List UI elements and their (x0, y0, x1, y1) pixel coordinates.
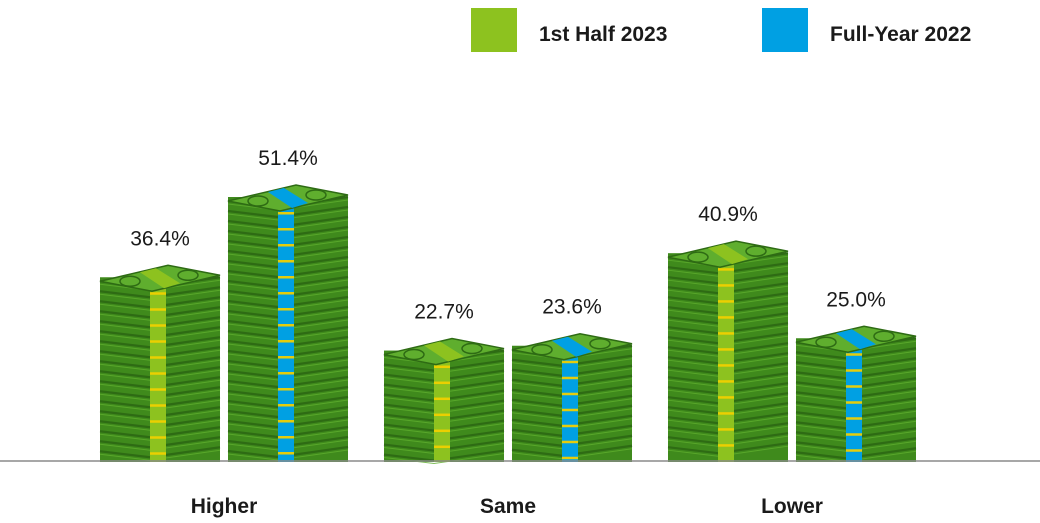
value-label-lower-full-year-2022: 25.0% (826, 288, 886, 311)
bar-lower-full-year-2022 (795, 325, 917, 462)
legend: 1st Half 2023 Full-Year 2022 (471, 8, 971, 52)
bar-higher-1st-half-2023 (99, 264, 221, 462)
value-label-same-full-year-2022: 23.6% (542, 296, 602, 319)
bar-higher-full-year-2022 (227, 184, 349, 462)
category-label-higher: Higher (191, 495, 258, 518)
value-label-lower-1st-half-2023: 40.9% (698, 203, 758, 226)
legend-item-full-year-2022: Full-Year 2022 (762, 8, 971, 52)
category-label-lower: Lower (761, 495, 823, 518)
value-labels: 36.4% 22.7% 40.9% 51.4% 23.6% 25.0% (130, 147, 886, 324)
legend-label-full-year-2022: Full-Year 2022 (830, 23, 971, 46)
value-label-same-1st-half-2023: 22.7% (414, 301, 474, 324)
bar-lower-1st-half-2023 (667, 240, 789, 462)
bar-same-1st-half-2023 (383, 337, 505, 465)
category-labels: Higher Same Lower (191, 495, 823, 518)
legend-label-1st-half-2023: 1st Half 2023 (539, 23, 667, 46)
value-label-higher-1st-half-2023: 36.4% (130, 227, 190, 250)
value-label-higher-full-year-2022: 51.4% (258, 147, 318, 170)
legend-item-1st-half-2023: 1st Half 2023 (471, 8, 667, 52)
bar-same-full-year-2022 (511, 332, 633, 462)
legend-swatch-full-year-2022 (762, 8, 808, 52)
category-label-same: Same (480, 495, 536, 518)
legend-swatch-1st-half-2023 (471, 8, 517, 52)
bar-stacks (99, 184, 917, 465)
